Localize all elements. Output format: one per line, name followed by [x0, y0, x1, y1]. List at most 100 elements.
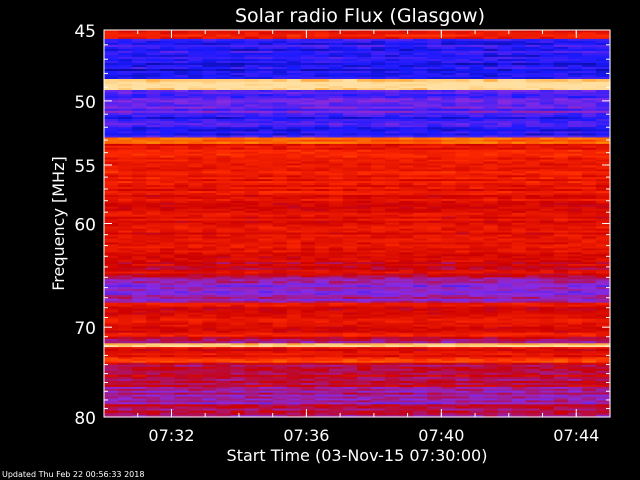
spectrogram-cell [525, 216, 541, 220]
spectrogram-cell [216, 224, 232, 228]
spectrogram-cell [146, 75, 161, 78]
spectrogram-cell [188, 254, 203, 257]
spectrogram-cell [314, 179, 330, 182]
spectrogram-cell [553, 98, 569, 101]
spectrogram-cell [146, 32, 161, 35]
spectrogram-cell [314, 254, 330, 257]
spectrogram-cell [244, 149, 260, 153]
spectrogram-cell [258, 232, 274, 236]
spectrogram-cell [441, 65, 456, 68]
spectrogram-cell [188, 206, 203, 210]
spectrogram-cell [132, 260, 147, 263]
spectrogram-cell [581, 155, 597, 159]
spectrogram-cell [202, 208, 218, 212]
spectrogram-cell [174, 63, 189, 66]
spectrogram-cell [118, 102, 133, 106]
spectrogram-cell [581, 117, 597, 120]
spectrogram-cell [202, 291, 218, 294]
spectrogram-cell [118, 79, 133, 83]
spectrogram-cell [441, 210, 456, 214]
spectrogram-cell [497, 246, 513, 249]
spectrogram-cell [581, 114, 597, 118]
spectrogram-cell [230, 264, 246, 267]
spectrogram-cell [497, 114, 513, 118]
spectrogram-cell [497, 200, 513, 204]
spectrogram-cell [230, 50, 246, 54]
spectrogram-cell [525, 298, 541, 302]
spectrogram-cell [357, 300, 372, 304]
spectrogram-cell [539, 294, 555, 298]
spectrogram-cell [188, 293, 203, 296]
spectrogram-cell [385, 34, 400, 38]
spectrogram-cell [497, 90, 513, 93]
spectrogram-cell [469, 135, 485, 139]
spectrogram-cell [483, 32, 499, 35]
spectrogram-cell [441, 175, 456, 178]
spectrogram-cell [104, 196, 119, 200]
spectrogram-cell [328, 110, 344, 114]
spectrogram-cell [511, 63, 527, 66]
spectrogram-cell [357, 59, 372, 62]
spectrogram-cell [272, 242, 288, 246]
spectrogram-cell [497, 119, 513, 122]
spectrogram-cell [441, 50, 456, 54]
spectrogram-cell [385, 127, 400, 130]
spectrogram-cell [371, 85, 386, 89]
spectrogram-cell [216, 77, 232, 80]
spectrogram-cell [104, 287, 119, 290]
spectrogram-cell [455, 232, 471, 236]
spectrogram-cell [118, 173, 133, 176]
spectrogram-cell [511, 226, 527, 230]
spectrogram-cell [132, 302, 147, 306]
spectrogram-cell [300, 216, 316, 220]
spectrogram-cell [385, 179, 400, 182]
spectrogram-cell [413, 196, 428, 200]
spectrogram-cell [328, 46, 344, 50]
spectrogram-cell [455, 287, 471, 290]
spectrogram-cell [118, 181, 133, 184]
spectrogram-cell [357, 157, 372, 161]
spectrogram-cell [132, 52, 147, 56]
spectrogram-cell [286, 304, 302, 308]
spectrogram-cell [258, 214, 274, 218]
spectrogram-cell [216, 179, 232, 182]
spectrogram-cell [357, 265, 372, 269]
spectrogram-cell [132, 171, 147, 174]
spectrogram-cell [553, 131, 569, 135]
spectrogram-cell [174, 59, 189, 62]
spectrogram-cell [300, 54, 316, 58]
spectrogram-cell [104, 230, 119, 234]
spectrogram-cell [539, 108, 555, 112]
spectrogram-cell [497, 163, 513, 167]
spectrogram-cell [300, 94, 316, 97]
spectrogram-cell [581, 56, 597, 60]
spectrogram-cell [118, 254, 133, 257]
spectrogram-cell [174, 258, 189, 261]
spectrogram-cell [314, 40, 330, 44]
spectrogram-cell [188, 159, 203, 163]
spectrogram-cell [357, 254, 372, 257]
spectrogram-cell [314, 96, 330, 99]
spectrogram-cell [202, 75, 218, 78]
spectrogram-cell [413, 135, 428, 139]
spectrogram-cell [328, 242, 344, 246]
spectrogram-cell [525, 171, 541, 174]
spectrogram-cell [455, 59, 471, 62]
spectrogram-cell [342, 244, 358, 247]
spectrogram-cell [413, 108, 428, 112]
spectrogram-cell [469, 42, 485, 46]
spectrogram-cell [160, 119, 175, 122]
spectrogram-cell [511, 153, 527, 157]
spectrogram-cell [258, 228, 274, 232]
spectrogram-cell [357, 206, 372, 210]
spectrogram-cell [455, 169, 471, 172]
spectrogram-cell [455, 32, 471, 35]
spectrogram-cell [469, 244, 485, 247]
spectrogram-cell [399, 167, 414, 170]
spectrogram-cell [146, 177, 161, 180]
spectrogram-cell [174, 110, 189, 114]
spectrogram-cell [399, 240, 414, 244]
spectrogram-cell [455, 52, 471, 56]
spectrogram-cell [258, 153, 274, 157]
spectrogram-cell [216, 155, 232, 159]
